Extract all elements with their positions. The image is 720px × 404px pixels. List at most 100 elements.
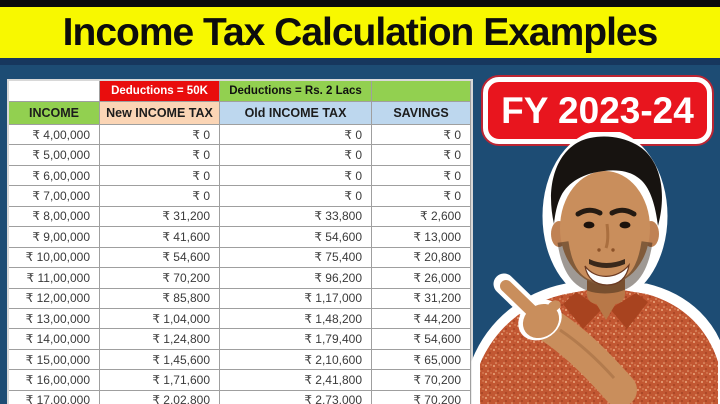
table-cell: ₹ 14,00,000 [9, 329, 100, 350]
table-cell: ₹ 26,000 [372, 268, 471, 289]
table-row: ₹ 10,00,000 ₹ 54,600 ₹ 75,400 ₹ 20,800 [9, 247, 471, 269]
table-cell: ₹ 54,600 [220, 227, 372, 248]
group-header-empty [9, 81, 100, 102]
table-cell: ₹ 54,600 [100, 247, 220, 269]
table-row: ₹ 8,00,000 ₹ 31,200 ₹ 33,800 ₹ 2,600 [9, 206, 471, 228]
table-cell: ₹ 31,200 [100, 206, 220, 228]
table-cell: ₹ 0 [372, 125, 471, 146]
mustache [589, 259, 625, 268]
table-cell: ₹ 0 [372, 145, 471, 166]
table-cell: ₹ 12,00,000 [9, 288, 100, 309]
title-banner: Income Tax Calculation Examples [0, 7, 720, 58]
table-row: ₹ 14,00,000 ₹ 1,24,800 ₹ 1,79,400 ₹ 54,600 [9, 329, 471, 350]
fy-badge-label: FY 2023-24 [501, 89, 694, 131]
face [560, 171, 650, 285]
table-cell: ₹ 54,600 [372, 329, 471, 350]
table-cell: ₹ 96,200 [220, 268, 372, 289]
table-row: ₹ 11,00,000 ₹ 70,200 ₹ 96,200 ₹ 26,000 [9, 268, 471, 289]
table-body: ₹ 4,00,000 ₹ 0 ₹ 0 ₹ 0 ₹ 5,00,000 ₹ 0 ₹ 0 ₹ 0 ₹ … [9, 125, 471, 404]
table-cell: ₹ 11,00,000 [9, 268, 100, 289]
table-cell: ₹ 70,200 [100, 268, 220, 289]
table-cell: ₹ 0 [100, 145, 220, 166]
fy-badge: FY 2023-24 [483, 77, 712, 144]
nose [604, 223, 610, 249]
table-cell: ₹ 1,17,000 [220, 288, 372, 309]
table-cell: ₹ 2,02,800 [100, 390, 220, 404]
smile [584, 262, 630, 286]
table-cell: ₹ 70,200 [372, 390, 471, 404]
title-divider [0, 58, 720, 65]
table-row: ₹ 13,00,000 ₹ 1,04,000 ₹ 1,48,200 ₹ 44,200 [9, 308, 471, 330]
table-cell: ₹ 9,00,000 [9, 227, 100, 248]
table-row: ₹ 12,00,000 ₹ 85,800 ₹ 1,17,000 ₹ 31,200 [9, 288, 471, 309]
table-cell: ₹ 15,00,000 [9, 349, 100, 371]
table-cell: ₹ 0 [220, 125, 372, 146]
table-cell: ₹ 10,00,000 [9, 247, 100, 269]
eye-right [619, 221, 631, 229]
table-cell: ₹ 31,200 [372, 288, 471, 309]
table-cell: ₹ 2,41,800 [220, 370, 372, 391]
collar-left [563, 292, 602, 329]
table-cell: ₹ 41,600 [100, 227, 220, 248]
chest [594, 300, 618, 320]
group-header-empty [372, 81, 471, 102]
group-header-new-regime: Deductions = 50K [100, 81, 220, 102]
pointing-arm [493, 273, 637, 404]
column-header-old-income-tax: Old INCOME TAX [220, 102, 372, 125]
eyebrow-left [575, 207, 603, 217]
column-header-new-income-tax: New INCOME TAX [100, 102, 220, 125]
table-cell: ₹ 16,00,000 [9, 370, 100, 391]
table-cell: ₹ 1,71,600 [100, 370, 220, 391]
table-row: ₹ 6,00,000 ₹ 0 ₹ 0 ₹ 0 [9, 165, 471, 187]
page-title: Income Tax Calculation Examples [62, 10, 659, 54]
table-cell: ₹ 1,48,200 [220, 308, 372, 330]
table-cell: ₹ 1,45,600 [100, 349, 220, 371]
table-row: ₹ 16,00,000 ₹ 1,71,600 ₹ 2,41,800 ₹ 70,200 [9, 370, 471, 391]
table-row: ₹ 15,00,000 ₹ 1,45,600 ₹ 2,10,600 ₹ 65,000 [9, 349, 471, 371]
table-cell: ₹ 65,000 [372, 349, 471, 371]
table-row: ₹ 4,00,000 ₹ 0 ₹ 0 ₹ 0 [9, 125, 471, 146]
top-border [0, 0, 720, 7]
table-row: ₹ 9,00,000 ₹ 41,600 ₹ 54,600 ₹ 13,000 [9, 227, 471, 248]
table-cell: ₹ 13,00,000 [9, 308, 100, 330]
table-cell: ₹ 0 [220, 165, 372, 187]
group-header-old-regime: Deductions = Rs. 2 Lacs [220, 81, 372, 102]
table-cell: ₹ 1,04,000 [100, 308, 220, 330]
table-cell: ₹ 1,24,800 [100, 329, 220, 350]
table-cell: ₹ 0 [100, 165, 220, 187]
table-cell: ₹ 0 [372, 165, 471, 187]
table-cell: ₹ 13,000 [372, 227, 471, 248]
eye-left [583, 221, 595, 229]
column-header-savings: SAVINGS [372, 102, 471, 125]
table-cell: ₹ 8,00,000 [9, 206, 100, 228]
eyebrow-right [609, 207, 637, 217]
table-cell: ₹ 1,79,400 [220, 329, 372, 350]
column-header-row: INCOME New INCOME TAX Old INCOME TAX SAV… [9, 102, 471, 125]
table-cell: ₹ 7,00,000 [9, 186, 100, 207]
table-row: ₹ 17,00,000 ₹ 2,02,800 ₹ 2,73,000 ₹ 70,200 [9, 390, 471, 404]
table-cell: ₹ 4,00,000 [9, 125, 100, 146]
deduction-header-row: Deductions = 50K Deductions = Rs. 2 Lacs [9, 81, 471, 102]
table-cell: ₹ 70,200 [372, 370, 471, 391]
table-cell: ₹ 0 [220, 186, 372, 207]
column-header-income: INCOME [9, 102, 100, 125]
table-cell: ₹ 20,800 [372, 247, 471, 269]
collar-right [610, 293, 648, 329]
table-cell: ₹ 6,00,000 [9, 165, 100, 187]
table-cell: ₹ 2,600 [372, 206, 471, 228]
table-cell: ₹ 75,400 [220, 247, 372, 269]
index-finger [500, 280, 541, 320]
table-cell: ₹ 5,00,000 [9, 145, 100, 166]
table-cell: ₹ 33,800 [220, 206, 372, 228]
table-cell: ₹ 85,800 [100, 288, 220, 309]
table-cell: ₹ 0 [100, 186, 220, 207]
thumb [547, 300, 561, 312]
table-cell: ₹ 0 [220, 145, 372, 166]
presenter-photo [471, 132, 720, 404]
table-cell: ₹ 17,00,000 [9, 390, 100, 404]
table-cell: ₹ 0 [372, 186, 471, 207]
hair [551, 136, 662, 226]
beard [557, 241, 653, 294]
table-cell: ₹ 2,73,000 [220, 390, 372, 404]
